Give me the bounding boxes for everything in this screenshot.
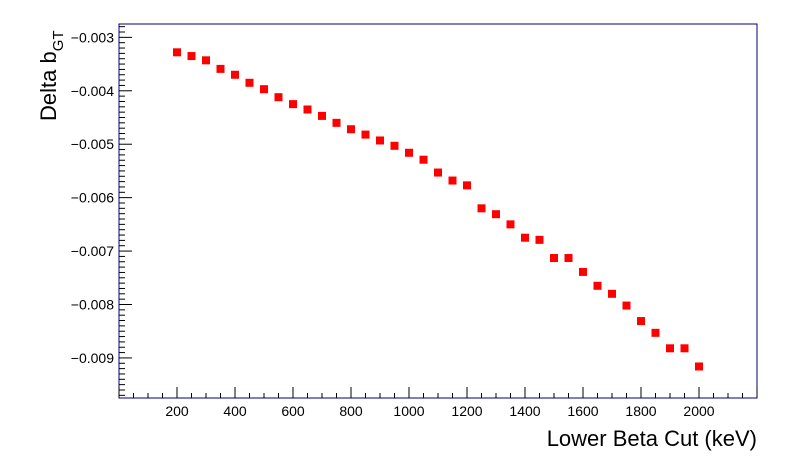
y-tick-label: −0.003: [71, 29, 114, 45]
x-axis-title: Lower Beta Cut (keV): [547, 426, 757, 451]
data-point: [622, 301, 631, 310]
x-tick-label: 1200: [451, 403, 482, 419]
data-point: [274, 93, 283, 102]
x-axis: 200 400 600 800 1000 1200 1400 1600 1800 2000: [118, 387, 758, 419]
data-point: [376, 136, 384, 145]
data-point: [216, 64, 225, 73]
y-tick-label: −0.007: [71, 243, 114, 259]
data-point: [318, 111, 326, 120]
data-point: [173, 48, 181, 57]
data-markers: [173, 48, 703, 371]
data-point: [260, 85, 268, 94]
data-point: [405, 148, 413, 157]
data-point: [579, 267, 587, 276]
data-point: [419, 155, 428, 164]
data-point: [187, 52, 196, 61]
y-tick-label: −0.009: [71, 350, 114, 366]
data-point: [651, 328, 660, 337]
x-tick-label: 200: [165, 403, 189, 419]
y-axis-title: Delta bGT: [36, 30, 67, 121]
y-tick-label: −0.006: [71, 190, 114, 206]
data-point: [347, 125, 355, 134]
data-point: [637, 317, 645, 326]
y-axis-title-subscript: GT: [50, 30, 67, 51]
y-tick-label: −0.004: [71, 83, 114, 99]
data-point: [608, 289, 616, 298]
data-point: [289, 100, 297, 109]
data-point: [361, 130, 370, 139]
y-tick-label: −0.005: [71, 136, 114, 152]
data-point: [477, 204, 486, 213]
x-tick-label: 2000: [683, 403, 714, 419]
data-point: [506, 220, 515, 229]
plot-frame: [118, 23, 758, 399]
x-tick-label: 600: [281, 403, 305, 419]
data-point: [448, 176, 457, 185]
data-point: [521, 233, 529, 242]
x-tick-label: 1400: [509, 403, 540, 419]
data-point: [434, 168, 442, 177]
y-axis: −0.003 −0.004 −0.005 −0.006 −0.007 −0.008 −0.0…: [71, 26, 132, 396]
data-point: [245, 78, 254, 87]
data-point: [550, 254, 558, 263]
x-tick-label: 800: [339, 403, 363, 419]
data-point: [303, 105, 312, 114]
x-tick-label: 400: [223, 403, 247, 419]
data-point: [564, 254, 573, 263]
y-axis-title-main: Delta b: [36, 51, 61, 121]
data-point: [463, 181, 471, 190]
data-point: [695, 362, 703, 371]
data-point: [231, 70, 239, 79]
data-point: [332, 118, 341, 127]
x-tick-label: 1000: [393, 403, 424, 419]
data-point: [535, 235, 544, 244]
data-point: [593, 281, 602, 290]
data-point: [666, 344, 674, 353]
y-tick-label: −0.008: [71, 297, 114, 313]
data-point: [492, 210, 500, 219]
data-point: [390, 141, 399, 150]
x-tick-label: 1800: [625, 403, 656, 419]
data-point: [680, 344, 689, 353]
x-tick-label: 1600: [567, 403, 598, 419]
data-point: [202, 56, 210, 65]
